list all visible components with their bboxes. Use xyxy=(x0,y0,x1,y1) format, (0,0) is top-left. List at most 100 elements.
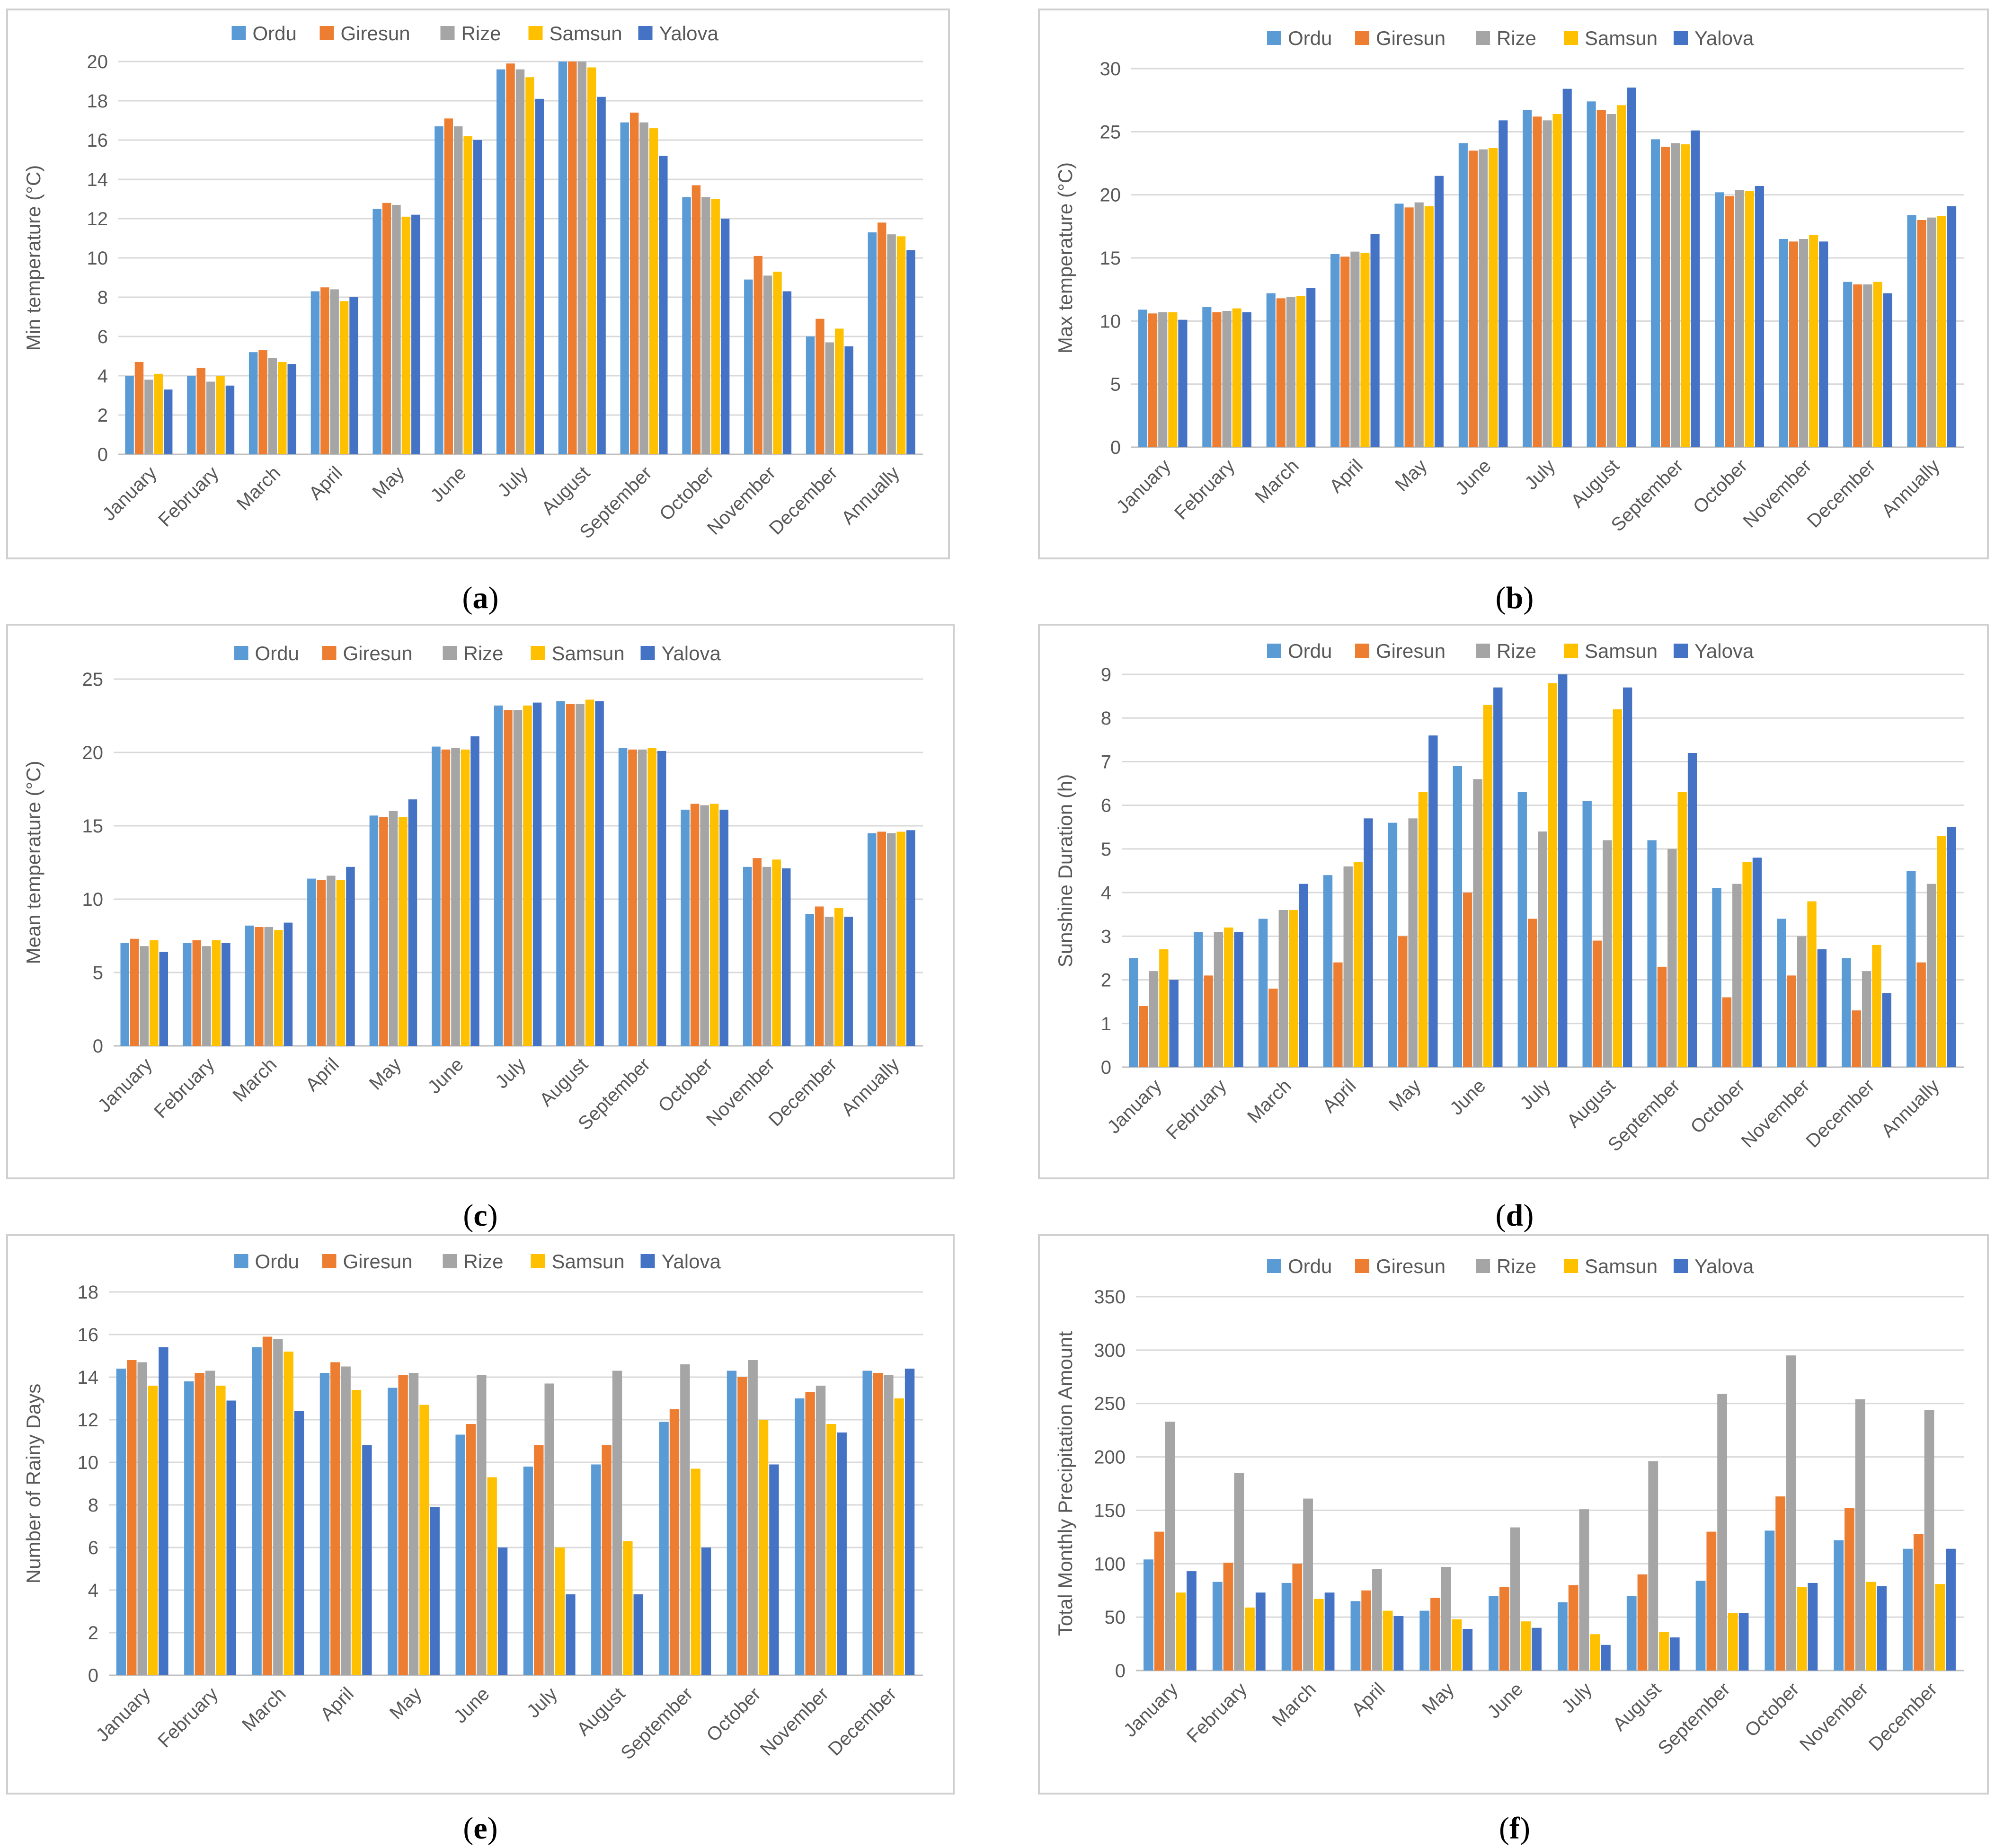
bar xyxy=(216,376,225,454)
bar xyxy=(1430,1598,1440,1671)
bar xyxy=(1947,827,1956,1067)
legend: Ordu Giresun Rize Samsun Yalova xyxy=(231,22,718,44)
panel-label-open: ( xyxy=(462,581,473,615)
bar xyxy=(1202,307,1212,447)
y-tick-label: 25 xyxy=(1100,122,1121,142)
bar xyxy=(1286,297,1296,447)
bar xyxy=(1738,1613,1749,1671)
legend-label: Samsun xyxy=(1585,27,1658,49)
bar xyxy=(330,289,339,454)
bar xyxy=(1303,1498,1313,1671)
bar xyxy=(711,199,720,454)
legend-item-rize: Rize xyxy=(443,1250,504,1273)
y-tick-labels: 0 1 2 3 4 5 6 7 8 9 xyxy=(1101,664,1111,1078)
series-rize xyxy=(140,704,896,1046)
bar xyxy=(1372,1569,1382,1671)
legend-item-samsun: Samsun xyxy=(531,642,625,664)
bar xyxy=(1428,735,1438,1067)
legend-item-rize: Rize xyxy=(443,642,504,664)
bar xyxy=(1926,884,1936,1067)
bar xyxy=(1223,1563,1233,1671)
bars xyxy=(1129,674,1956,1067)
legend-swatch xyxy=(1267,644,1281,658)
legend-item-yalova: Yalova xyxy=(1674,27,1754,49)
bar xyxy=(1568,1585,1578,1671)
legend-item-giresun: Giresun xyxy=(319,22,410,44)
legend-label: Yalova xyxy=(662,1250,721,1273)
panel-label-letter: c xyxy=(473,1198,487,1233)
bar xyxy=(1479,149,1488,448)
legend-item-samsun: Samsun xyxy=(1564,27,1658,49)
bar xyxy=(148,1386,158,1675)
legend: Ordu Giresun Rize Samsun Yalova xyxy=(234,1250,721,1273)
y-tick-label: 4 xyxy=(98,366,108,387)
panel-label: (e) xyxy=(463,1811,497,1846)
legend-item-giresun: Giresun xyxy=(322,642,413,664)
bar xyxy=(1404,207,1414,447)
legend-swatch xyxy=(528,26,543,40)
bar xyxy=(762,867,771,1046)
series-yalova xyxy=(1187,1548,1956,1671)
bar xyxy=(1204,975,1213,1067)
bar xyxy=(473,140,482,454)
bar xyxy=(904,1369,915,1675)
bar xyxy=(1681,144,1690,447)
bar xyxy=(1807,901,1817,1067)
bar xyxy=(1414,202,1424,448)
series-yalova xyxy=(159,701,915,1046)
bar xyxy=(1255,1592,1266,1671)
y-tick-labels: 0 5 10 15 20 25 30 xyxy=(1100,59,1121,458)
bar xyxy=(1234,1473,1244,1671)
bar xyxy=(1214,932,1224,1067)
legend-label: Giresun xyxy=(343,1250,413,1273)
bar xyxy=(1637,1574,1648,1671)
bar xyxy=(317,880,326,1046)
series-giresun xyxy=(1154,1496,1924,1671)
bar xyxy=(1863,284,1872,447)
bar xyxy=(719,809,728,1046)
y-tick-label: 2 xyxy=(88,1623,98,1644)
bar xyxy=(680,1364,690,1675)
bar xyxy=(873,1373,883,1675)
y-tick-labels: 0 2 4 6 8 10 12 14 16 18 xyxy=(78,1282,99,1686)
bar xyxy=(1176,1592,1186,1671)
bar xyxy=(1579,1509,1589,1671)
bar xyxy=(1844,1508,1854,1671)
bar xyxy=(1333,962,1343,1067)
bar xyxy=(1648,1461,1658,1671)
legend: Ordu Giresun Rize Samsun Yalova xyxy=(234,642,721,664)
y-tick-label: 7 xyxy=(1101,752,1111,772)
bar xyxy=(497,1547,508,1675)
bar xyxy=(754,256,763,454)
y-tick-label: 5 xyxy=(1110,374,1121,395)
bar xyxy=(419,1405,429,1675)
bar xyxy=(506,63,515,454)
bar xyxy=(1935,1584,1945,1671)
bar xyxy=(628,749,637,1046)
bar xyxy=(392,204,401,454)
bar xyxy=(327,875,336,1046)
bar xyxy=(1483,705,1493,1067)
bar xyxy=(701,197,710,455)
bar xyxy=(399,817,408,1046)
bar xyxy=(454,126,463,454)
y-axis-label: Max temperature (°C) xyxy=(1054,162,1076,354)
bar xyxy=(682,197,691,455)
panel-label-letter: d xyxy=(1506,1198,1524,1233)
bar xyxy=(127,1360,137,1675)
bar xyxy=(1288,910,1298,1067)
bar xyxy=(1819,241,1828,447)
legend-label: Yalova xyxy=(1694,640,1754,662)
panel-label-letter: a xyxy=(473,581,488,615)
legend-label: Rize xyxy=(1497,27,1536,49)
y-tick-label: 10 xyxy=(87,248,108,269)
y-tick-label: 250 xyxy=(1094,1394,1126,1415)
legend-swatch xyxy=(322,646,337,660)
bar xyxy=(1489,1596,1498,1671)
y-tick-label: 8 xyxy=(98,287,108,308)
bars xyxy=(125,62,915,455)
bar xyxy=(206,381,215,454)
bar xyxy=(1434,176,1444,448)
panel-label-letter: e xyxy=(473,1811,487,1846)
